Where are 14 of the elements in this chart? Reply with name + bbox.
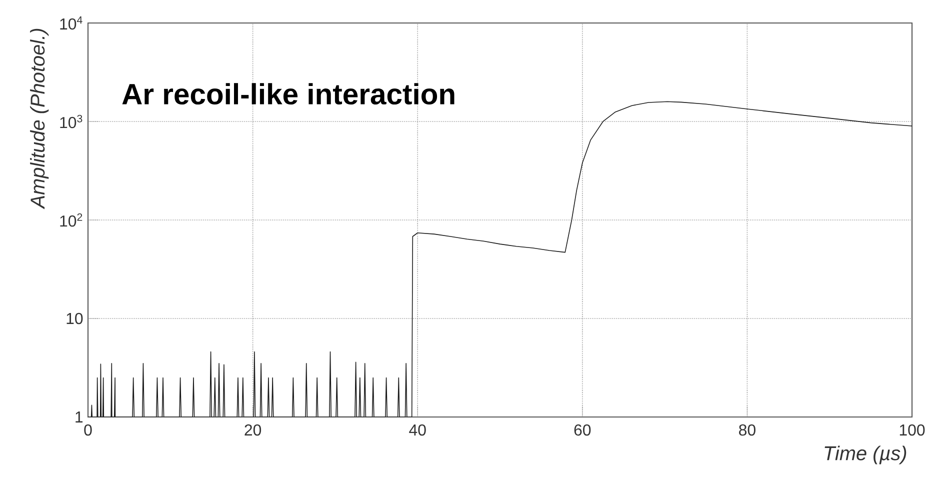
y-tick-label: 10 — [66, 312, 83, 324]
y-tick-label: 10$^{2}$ — [60, 213, 82, 227]
y-tick-label: 10$^{3}$ — [60, 114, 82, 128]
x-tick-label: 100 — [900, 424, 925, 436]
y-tick-label: 1 — [76, 412, 83, 422]
x-tick-label: 60 — [574, 424, 591, 436]
y-axis-title: Amplitude (Photoel.) — [30, 28, 49, 210]
x-tick-label: 20 — [244, 424, 262, 436]
x-tick-label: 0 — [84, 424, 92, 436]
x-axis-title: Time (µs) — [824, 446, 906, 464]
x-tick-label: 40 — [409, 424, 426, 436]
y-tick-label: 10$^{4}$ — [60, 16, 82, 30]
text: Ar recoil-like interaction — [122, 83, 454, 105]
x-tick-label: 80 — [739, 424, 756, 436]
